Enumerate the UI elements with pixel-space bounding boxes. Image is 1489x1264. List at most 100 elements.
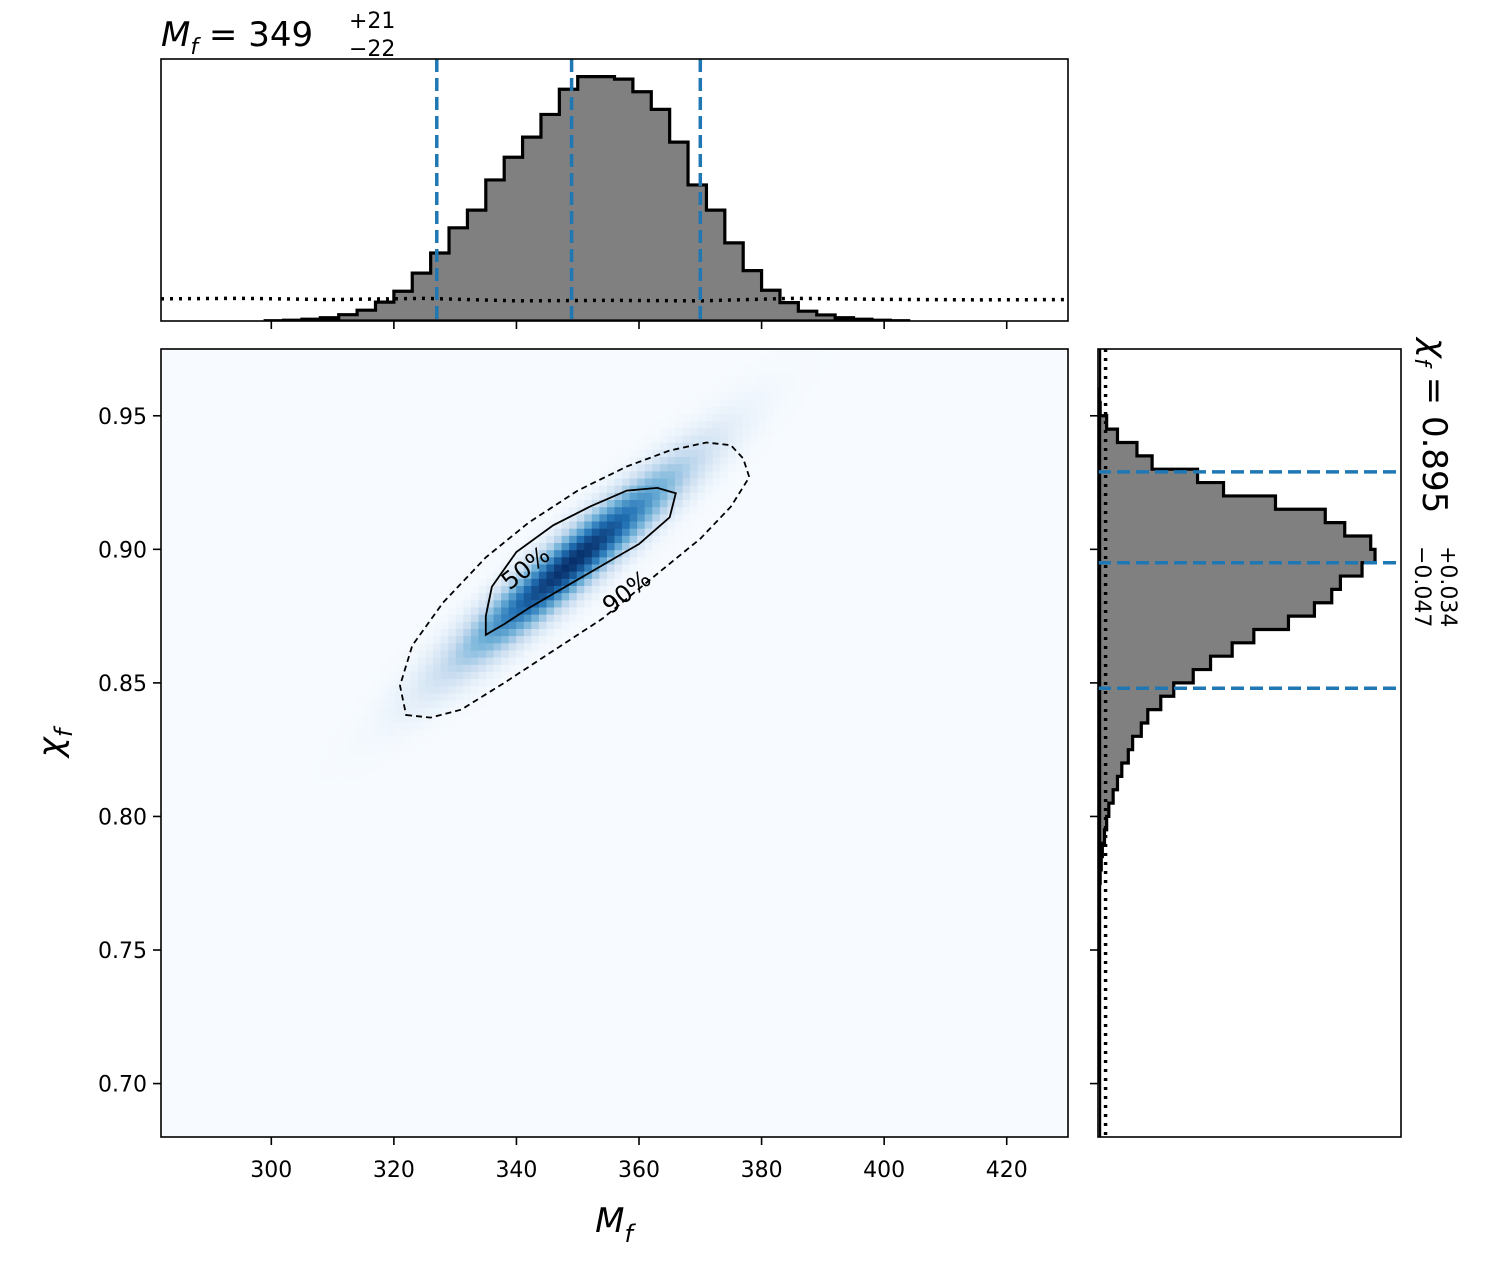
heatmap-cell — [659, 470, 669, 479]
heatmap-cell — [486, 664, 495, 672]
heatmap-cell — [410, 649, 419, 658]
heatmap-cell — [395, 642, 404, 651]
heatmap-cell — [516, 563, 525, 572]
heatmap-cell — [720, 384, 729, 393]
heatmap-cell — [486, 571, 495, 579]
heatmap-cell — [637, 556, 646, 565]
heatmap-cell — [652, 499, 661, 508]
heatmap-cell — [667, 442, 676, 450]
heatmap-cell — [486, 642, 495, 651]
heatmap-cell — [720, 420, 729, 429]
heatmap-cell — [705, 499, 714, 508]
heatmap-cell — [516, 592, 525, 601]
joint-frame — [160, 348, 1069, 1138]
heatmap-cell — [742, 399, 752, 407]
heatmap-cell — [342, 764, 351, 773]
heatmap-cell — [803, 363, 812, 372]
heatmap-cell — [690, 434, 699, 443]
heatmap-cell — [606, 463, 616, 472]
heatmap-cell — [402, 714, 412, 723]
heatmap-cell — [644, 542, 653, 551]
heatmap-cell — [486, 671, 495, 680]
heatmap-cell — [637, 449, 646, 458]
heatmap-cell — [735, 434, 744, 443]
heatmap-cell — [629, 549, 638, 558]
heatmap-cell — [584, 563, 593, 572]
heatmap-cell — [705, 406, 714, 415]
heatmap-cell — [758, 399, 767, 407]
heatmap-cell — [501, 642, 510, 651]
heatmap-cell — [493, 578, 502, 586]
heatmap-cell — [531, 649, 540, 658]
heatmap-cell — [697, 485, 706, 493]
heatmap-cell — [637, 477, 646, 486]
heatmap-cell — [425, 664, 434, 672]
heatmap-cell — [334, 757, 343, 766]
heatmap-cell — [780, 349, 789, 357]
heatmap-cell — [380, 743, 389, 751]
heatmap-cell — [448, 664, 457, 672]
heatmap-cell — [380, 757, 389, 766]
heatmap-cell — [795, 399, 805, 407]
heatmap-cell — [319, 750, 328, 758]
heatmap-cell — [614, 477, 623, 486]
heatmap-cell — [538, 513, 548, 522]
heatmap-cell — [342, 721, 351, 730]
heatmap-cell — [569, 506, 578, 515]
heatmap-cell — [667, 542, 676, 551]
heatmap-cell — [727, 442, 737, 450]
heatmap-cell — [516, 628, 525, 637]
heatmap-cell — [493, 614, 502, 622]
heatmap-cell — [508, 678, 517, 687]
heatmap-cell — [690, 391, 699, 400]
heatmap-cell — [523, 635, 532, 644]
heatmap-cell — [690, 463, 699, 472]
heatmap-cell — [546, 535, 555, 544]
heatmap-cell — [659, 463, 669, 472]
heatmap-cell — [591, 506, 600, 515]
heatmap-cell — [478, 606, 487, 615]
heatmap-cell — [795, 391, 805, 400]
heatmap-cell — [440, 606, 449, 615]
heatmap-cell — [554, 571, 563, 579]
heatmap-cell — [501, 542, 510, 551]
heatmap-cell — [697, 413, 706, 422]
heatmap-cell — [637, 571, 646, 579]
heatmap-cell — [690, 520, 699, 529]
heatmap-cell — [629, 556, 638, 565]
heatmap-cell — [735, 463, 744, 472]
contour-90 — [399, 441, 751, 719]
right-quantile-lines — [1098, 470, 1401, 690]
heatmap-cell — [735, 456, 744, 465]
heatmap-cell — [652, 456, 661, 465]
heatmap-cell — [765, 349, 774, 357]
heatmap-cell — [478, 621, 487, 629]
heatmap-cell — [622, 477, 631, 486]
heatmap-cell — [584, 585, 593, 594]
heatmap-cell — [637, 470, 646, 479]
right-frame — [1097, 348, 1402, 1138]
heatmap-cell — [569, 535, 578, 544]
heatmap-cell — [493, 592, 502, 601]
heatmap-cell — [720, 399, 729, 407]
heatmap-cell — [319, 778, 328, 787]
heatmap-cell — [599, 506, 608, 515]
heatmap-cell — [448, 707, 457, 715]
heatmap-cell — [599, 549, 608, 558]
heatmap-cell — [516, 535, 525, 544]
heatmap-cell — [773, 370, 782, 379]
heatmap-cell — [818, 349, 827, 357]
heatmap-cell — [312, 764, 321, 773]
heatmap-cell — [765, 391, 774, 400]
heatmap-cell — [591, 492, 600, 501]
heatmap-cell — [750, 427, 759, 436]
heatmap-cell — [569, 485, 578, 493]
heatmap-cell — [569, 549, 578, 558]
heatmap-cell — [591, 535, 600, 544]
heatmap-cell — [750, 434, 759, 443]
heatmap-cell — [448, 621, 457, 629]
heatmap-cell — [417, 649, 427, 658]
heatmap-cell — [826, 349, 835, 357]
heatmap-cell — [659, 492, 669, 501]
heatmap-cell — [614, 506, 623, 515]
